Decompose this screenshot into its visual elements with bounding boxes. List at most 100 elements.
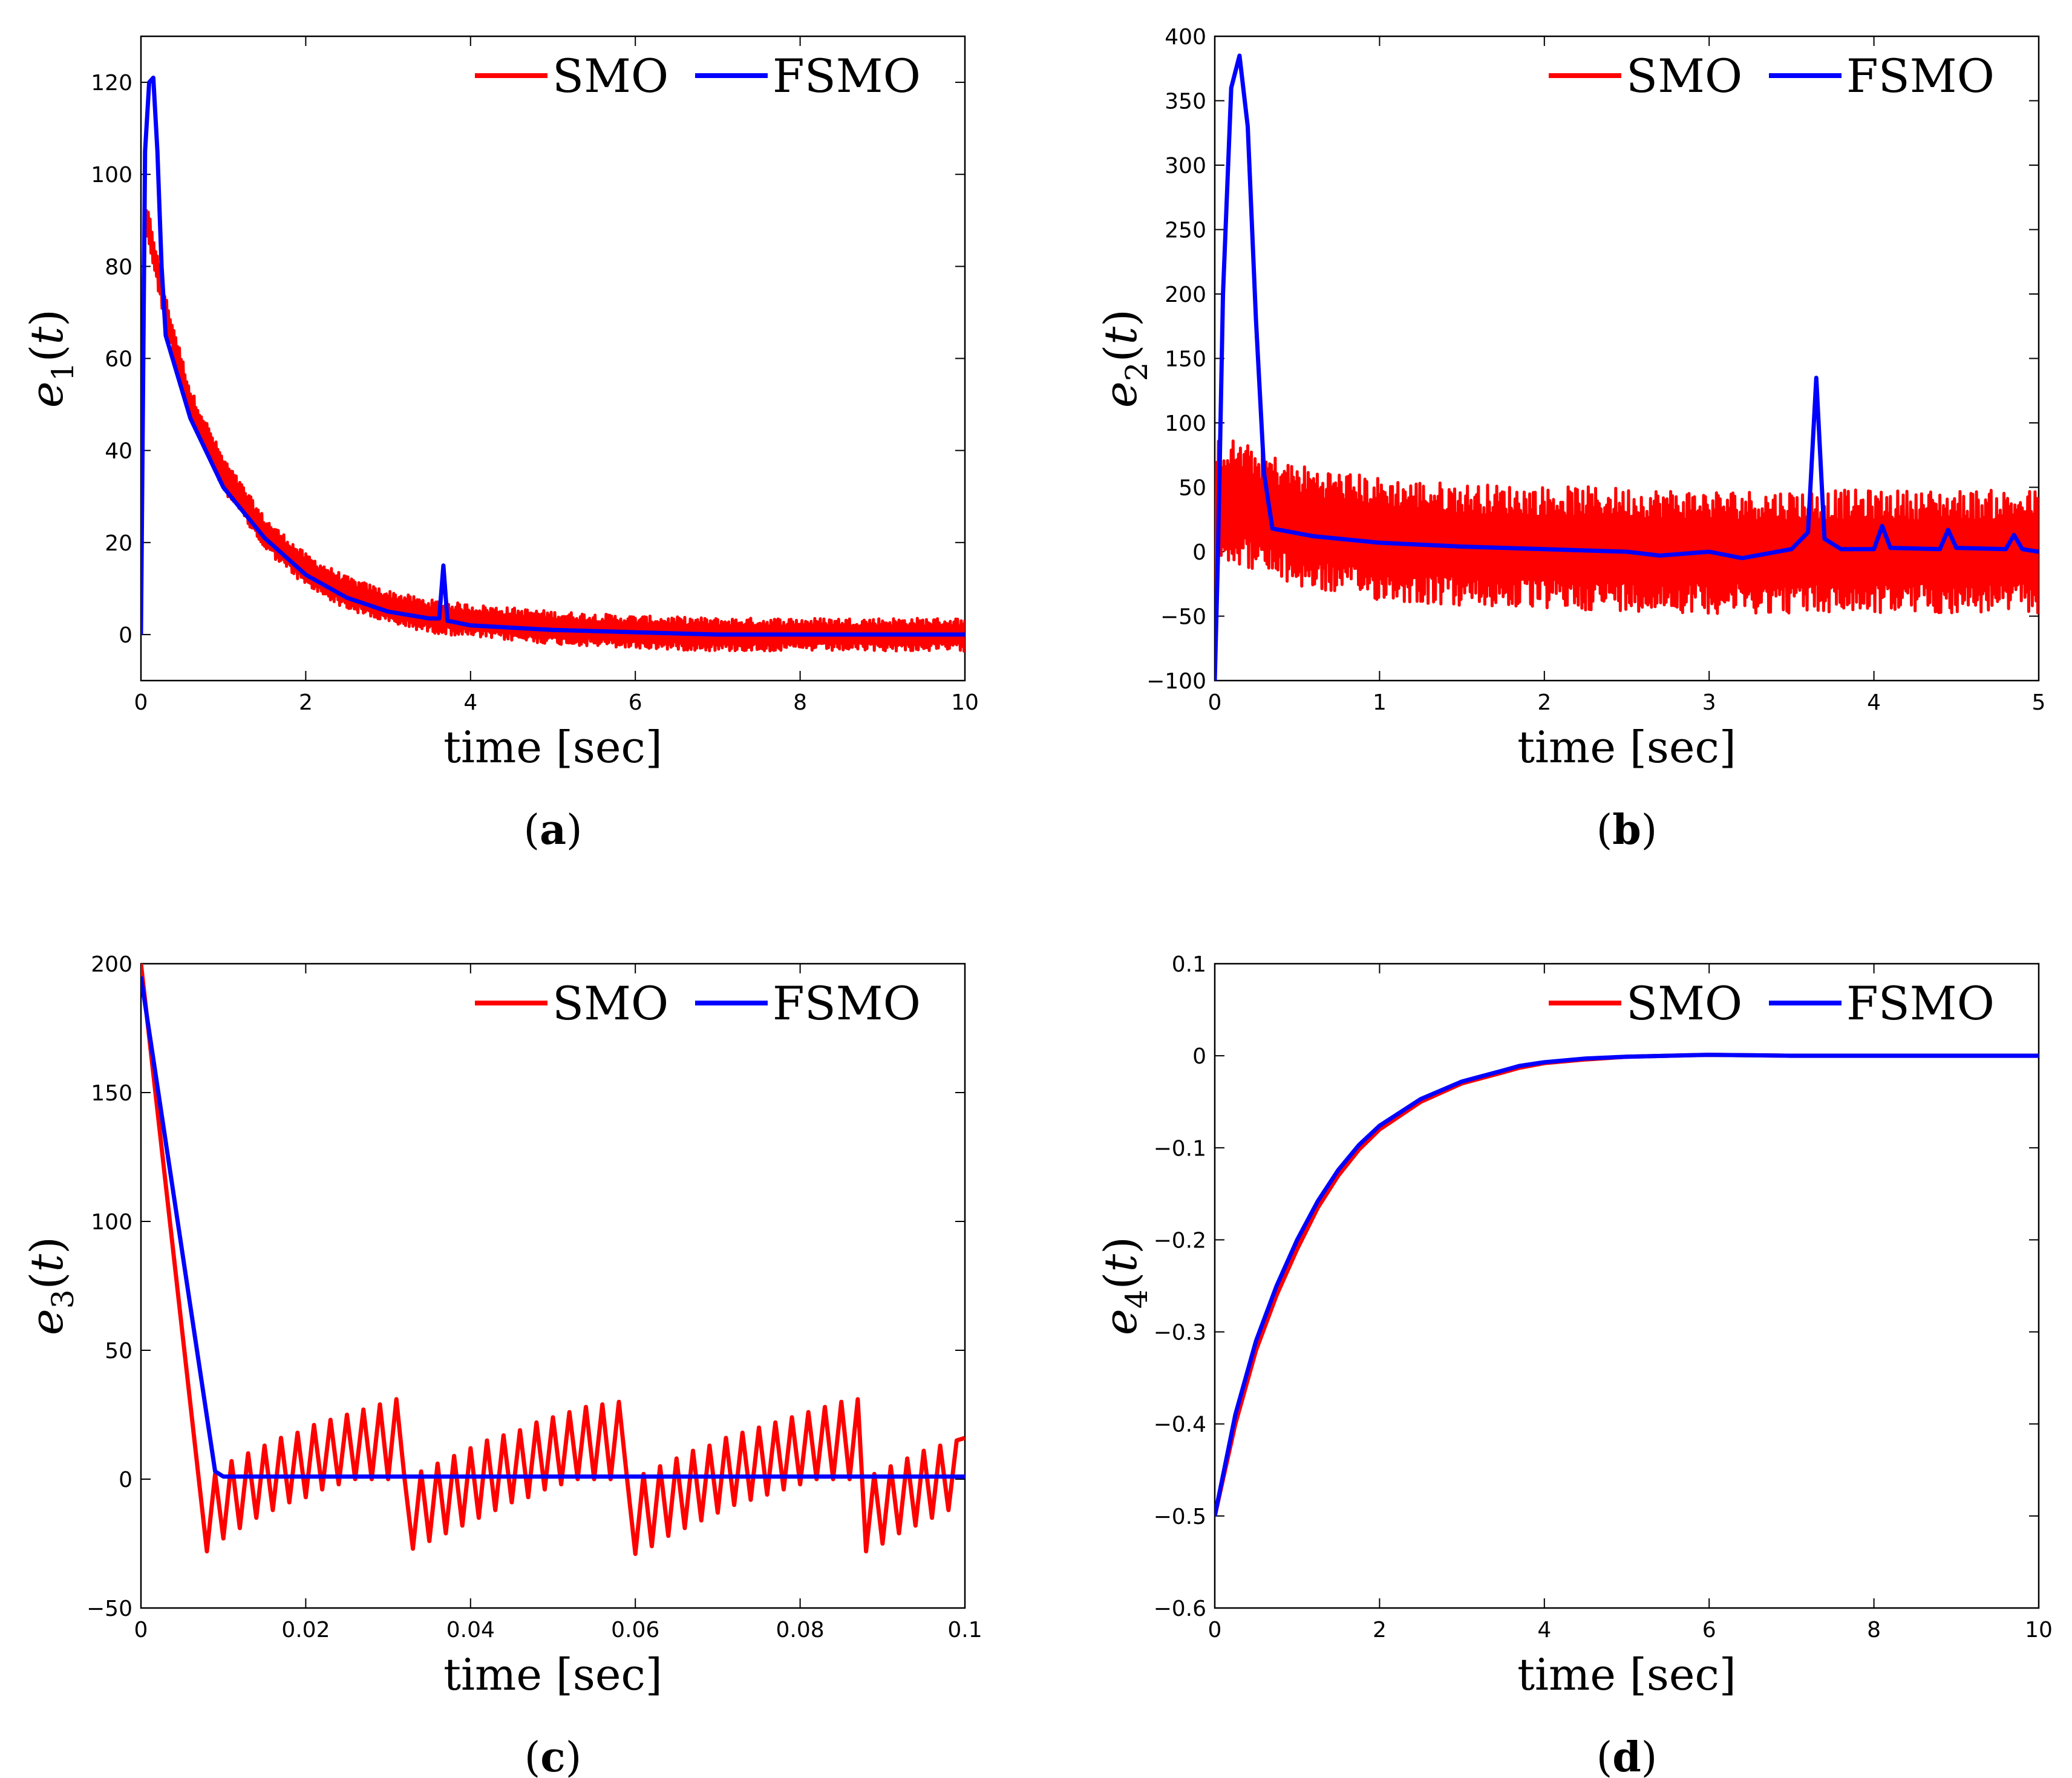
x-tick-label: 4 xyxy=(463,690,477,715)
x-tick-label: 4 xyxy=(1867,690,1881,715)
subplot-b: 0 1 2 3 4 5 −100 −50 0 50 100 150 200 250 300 350 400 SMO… xyxy=(1095,25,2045,854)
y-axis-label: e3(t) xyxy=(21,1237,80,1335)
y-tick-label: −100 xyxy=(1146,669,1206,694)
series-line-smo xyxy=(141,964,965,1556)
x-tick-label: 6 xyxy=(1702,1618,1716,1642)
x-tick-label: 2 xyxy=(1373,1618,1387,1642)
x-tick-label: 0 xyxy=(1208,1618,1222,1642)
y-tick-label: −0.4 xyxy=(1154,1413,1206,1437)
series-line-smo xyxy=(141,203,965,653)
x-tick-label: 8 xyxy=(793,690,807,715)
series-line-fsmo xyxy=(1215,1053,2039,1517)
y-tick-label: 40 xyxy=(105,439,132,464)
y-tick-label: 150 xyxy=(91,1081,132,1106)
legend-label: FSMO xyxy=(1846,49,1995,103)
x-tick-label: 0.08 xyxy=(776,1618,825,1642)
x-tick-label: 8 xyxy=(1867,1618,1881,1642)
y-axis-label: e2(t) xyxy=(1095,309,1154,408)
x-tick-label: 0.02 xyxy=(281,1618,330,1642)
y-axis-label-arg: t xyxy=(21,1254,73,1272)
y-axis-label-arg: t xyxy=(21,327,73,345)
x-axis-label: time [sec] xyxy=(443,722,662,773)
y-axis-label-subscript: 1 xyxy=(45,362,80,381)
x-tick-label: 0.04 xyxy=(446,1618,495,1642)
x-tick-label: 5 xyxy=(2032,690,2046,715)
x-tick-label: 3 xyxy=(1702,690,1716,715)
y-tick-label: 80 xyxy=(105,255,132,279)
y-axis-label-arg: t xyxy=(1095,327,1147,345)
y-tick-label: 100 xyxy=(1165,411,1206,436)
y-tick-label: 0 xyxy=(1192,540,1206,565)
x-tick-label: 0 xyxy=(1208,690,1222,715)
y-tick-label: 200 xyxy=(1165,283,1206,307)
plot-frame xyxy=(1214,963,2040,1609)
y-axis-label-var: e xyxy=(1095,1309,1147,1335)
y-axis-label-arg: t xyxy=(1095,1254,1147,1272)
plot-frame xyxy=(140,35,966,682)
panel-label: (d) xyxy=(1596,1733,1658,1778)
y-tick-label: 120 xyxy=(91,71,132,96)
y-tick-label: 20 xyxy=(105,531,132,556)
legend: SMO FSMO xyxy=(475,49,921,103)
panel-label: (b) xyxy=(1596,806,1658,854)
plot-frame xyxy=(140,963,966,1609)
y-tick-label: 50 xyxy=(105,1339,132,1364)
y-axis-label-subscript: 4 xyxy=(1119,1289,1154,1309)
y-tick-label: 300 xyxy=(1165,154,1206,178)
y-tick-label: 200 xyxy=(91,952,132,977)
subplot-d: 0 2 4 6 8 10 −0.6 −0.5 −0.4 −0.3 −0.2 −0.1 0 0.1 SMO FS… xyxy=(1095,952,2053,1778)
series-line-fsmo xyxy=(141,76,965,637)
y-tick-label: 0.1 xyxy=(1172,952,1206,977)
x-tick-label: 0.06 xyxy=(611,1618,659,1642)
panel-label: (c) xyxy=(525,1733,581,1778)
x-axis-label: time [sec] xyxy=(1517,722,1736,773)
y-tick-label: −0.5 xyxy=(1154,1505,1206,1529)
legend-label: FSMO xyxy=(1846,976,1995,1030)
y-tick-label: 250 xyxy=(1165,218,1206,243)
y-tick-label: 100 xyxy=(91,163,132,188)
legend: SMO FSMO xyxy=(1549,976,1995,1030)
y-axis-label-var: e xyxy=(21,1309,73,1335)
series-line-fsmo xyxy=(141,976,965,1479)
y-axis-label: e1(t) xyxy=(21,309,80,408)
x-tick-label: 2 xyxy=(1537,690,1551,715)
y-tick-label: −0.3 xyxy=(1154,1321,1206,1345)
legend-label: SMO xyxy=(1626,49,1742,103)
y-tick-label: −0.6 xyxy=(1154,1597,1206,1621)
x-tick-label: 4 xyxy=(1537,1618,1551,1642)
series-line-fsmo xyxy=(1215,53,2039,681)
y-tick-label: 350 xyxy=(1165,90,1206,114)
y-tick-label: 0 xyxy=(119,1468,132,1492)
y-tick-label: 60 xyxy=(105,347,132,372)
x-tick-label: 0.1 xyxy=(947,1618,982,1642)
x-tick-label: 0 xyxy=(134,1618,148,1642)
legend: SMO FSMO xyxy=(475,976,921,1030)
panel-label: (a) xyxy=(523,806,582,854)
series-line-smo xyxy=(1215,439,2039,615)
legend-label: SMO xyxy=(552,49,668,103)
y-tick-label: 100 xyxy=(91,1210,132,1235)
y-tick-label: 150 xyxy=(1165,347,1206,372)
y-tick-label: −50 xyxy=(87,1597,132,1621)
x-axis-label: time [sec] xyxy=(443,1649,662,1700)
y-tick-label: 0 xyxy=(1192,1044,1206,1069)
x-tick-label: 6 xyxy=(629,690,642,715)
legend-label: FSMO xyxy=(773,49,921,103)
x-tick-label: 0 xyxy=(134,690,148,715)
y-axis-label-var: e xyxy=(1095,381,1147,408)
x-tick-label: 2 xyxy=(299,690,313,715)
x-axis-label: time [sec] xyxy=(1517,1649,1736,1700)
y-axis-label-var: e xyxy=(21,381,73,408)
y-tick-label: −50 xyxy=(1160,605,1206,630)
y-tick-label: −0.1 xyxy=(1154,1136,1206,1161)
y-axis-label: e4(t) xyxy=(1095,1237,1154,1335)
y-tick-label: 400 xyxy=(1165,25,1206,50)
legend-label: SMO xyxy=(1626,976,1742,1030)
y-tick-label: −0.2 xyxy=(1154,1228,1206,1253)
legend: SMO FSMO xyxy=(1549,49,1995,103)
y-axis-label-subscript: 2 xyxy=(1119,362,1154,381)
y-tick-label: 0 xyxy=(119,623,132,648)
